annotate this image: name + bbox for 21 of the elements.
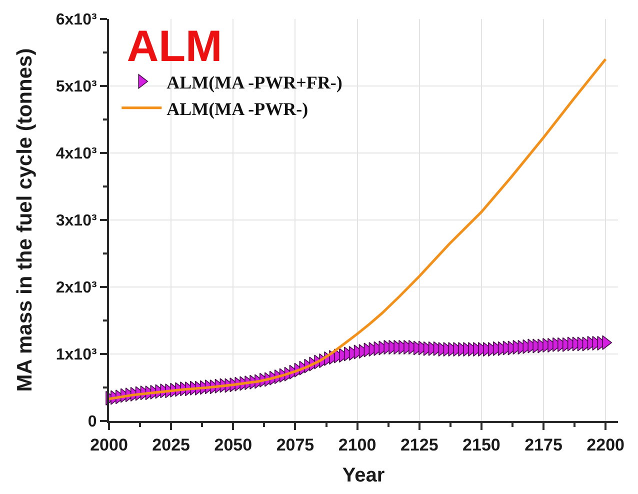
y-tick-label: 0 — [88, 414, 97, 431]
x-tick-label: 2025 — [152, 435, 190, 454]
x-tick-label: 2050 — [214, 435, 252, 454]
x-tick-label: 2125 — [400, 435, 438, 454]
y-tick-label: 4x10³ — [56, 146, 97, 163]
y-tick-label: 3x10³ — [56, 212, 97, 230]
y-tick-label: 2x10³ — [56, 280, 97, 297]
x-tick-label: 2175 — [524, 435, 562, 454]
legend-label: ALM(MA -PWR-) — [166, 98, 308, 119]
x-tick-label: 2150 — [462, 435, 500, 454]
x-tick-label: 2200 — [586, 435, 625, 454]
x-tick-label: 2075 — [276, 435, 314, 454]
x-axis-title: Year — [342, 464, 385, 486]
y-axis-title: MA mass in the fuel cycle (tonnes) — [14, 48, 37, 392]
legend-label: ALM(MA -PWR+FR-) — [166, 72, 342, 92]
y-tick-label: 5x10³ — [56, 78, 97, 96]
chart-title: ALM — [126, 22, 222, 71]
y-tick-label: 6x10³ — [56, 12, 97, 29]
x-tick-label: 2000 — [90, 435, 128, 454]
x-tick-label: 2100 — [338, 435, 376, 454]
y-tick-label: 1x10³ — [56, 346, 97, 364]
